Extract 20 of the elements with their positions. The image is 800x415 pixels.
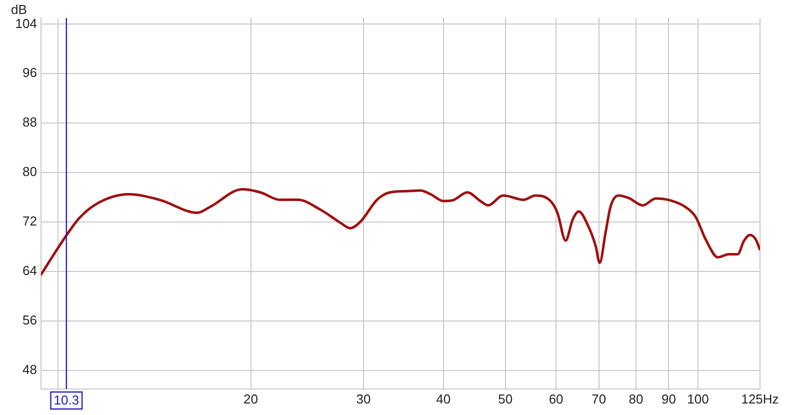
x-tick-label: 100 bbox=[687, 391, 709, 406]
y-tick-label: 72 bbox=[22, 214, 37, 229]
y-axis-title: dB bbox=[11, 2, 27, 18]
y-tick-label: 64 bbox=[22, 263, 37, 278]
y-tick-label: 88 bbox=[22, 114, 37, 130]
ref-line-label: 10.3 bbox=[54, 392, 80, 408]
y-tick-label: 80 bbox=[22, 164, 37, 180]
x-tick-label: 125Hz bbox=[741, 391, 779, 406]
y-tick-label: 56 bbox=[22, 312, 37, 328]
y-tick-label: 104 bbox=[15, 16, 37, 31]
x-tick-label: 20 bbox=[244, 391, 258, 406]
y-tick-label: 48 bbox=[22, 362, 37, 378]
x-tick-label: 90 bbox=[661, 391, 676, 406]
x-tick-label: 70 bbox=[592, 391, 606, 406]
x-tick-label: 60 bbox=[548, 391, 564, 406]
x-tick-label: 40 bbox=[436, 391, 451, 406]
x-tick-label: 30 bbox=[356, 391, 371, 406]
y-tick-label: 96 bbox=[22, 65, 37, 80]
x-tick-label: 50 bbox=[498, 391, 513, 406]
x-tick-label: 80 bbox=[628, 391, 644, 406]
